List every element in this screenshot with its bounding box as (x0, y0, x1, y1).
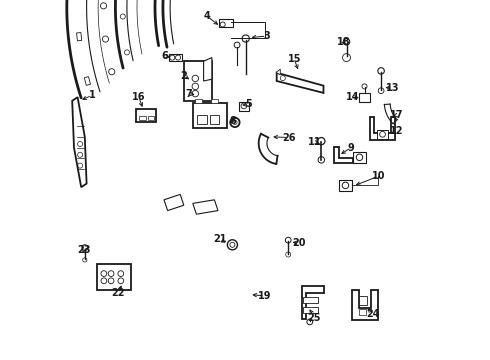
Text: 26: 26 (282, 132, 295, 143)
Bar (169, 54, 182, 61)
Polygon shape (72, 97, 87, 187)
Polygon shape (76, 32, 82, 41)
Polygon shape (370, 117, 395, 140)
Bar (195, 99, 202, 103)
Text: 9: 9 (348, 143, 355, 153)
Text: 6: 6 (162, 51, 169, 61)
Text: 8: 8 (230, 116, 237, 126)
Text: 18: 18 (337, 37, 351, 48)
Text: 20: 20 (292, 238, 306, 248)
Polygon shape (277, 73, 323, 93)
Bar (303, 307, 318, 313)
Bar (98, 264, 130, 290)
Bar (360, 309, 366, 315)
Text: 21: 21 (213, 234, 226, 244)
Polygon shape (334, 147, 353, 163)
Polygon shape (302, 286, 324, 319)
Text: 4: 4 (204, 11, 211, 21)
Bar (360, 93, 369, 102)
Text: 3: 3 (263, 31, 270, 41)
Bar (360, 296, 367, 305)
Text: 13: 13 (386, 83, 399, 93)
Text: 11: 11 (308, 137, 321, 147)
Bar (148, 116, 154, 120)
Bar (353, 152, 366, 163)
Polygon shape (193, 200, 218, 214)
Polygon shape (204, 58, 212, 81)
Polygon shape (352, 290, 378, 320)
Bar (219, 19, 233, 27)
Bar (139, 116, 146, 120)
Text: 23: 23 (77, 245, 91, 255)
Bar (136, 109, 156, 122)
Bar (303, 297, 318, 303)
Text: 2: 2 (180, 71, 187, 81)
Text: 1: 1 (89, 90, 96, 100)
Text: 14: 14 (345, 92, 359, 102)
Bar (184, 61, 212, 101)
Text: 16: 16 (132, 92, 146, 102)
Polygon shape (164, 194, 184, 211)
Polygon shape (277, 69, 280, 75)
Text: 24: 24 (366, 309, 380, 319)
Bar (377, 130, 388, 139)
Text: 15: 15 (288, 54, 301, 64)
Text: 22: 22 (112, 288, 125, 298)
Text: 25: 25 (308, 312, 321, 323)
Bar (211, 99, 218, 103)
Bar (339, 180, 351, 191)
Bar (197, 115, 207, 124)
Text: 17: 17 (390, 110, 403, 120)
Text: 5: 5 (245, 99, 252, 109)
Bar (193, 103, 227, 128)
Text: 10: 10 (371, 171, 385, 181)
Bar (210, 115, 220, 124)
Bar (239, 102, 249, 111)
Polygon shape (84, 77, 91, 85)
Text: 19: 19 (258, 291, 271, 301)
Text: 12: 12 (390, 126, 403, 136)
Text: 7: 7 (186, 89, 193, 99)
